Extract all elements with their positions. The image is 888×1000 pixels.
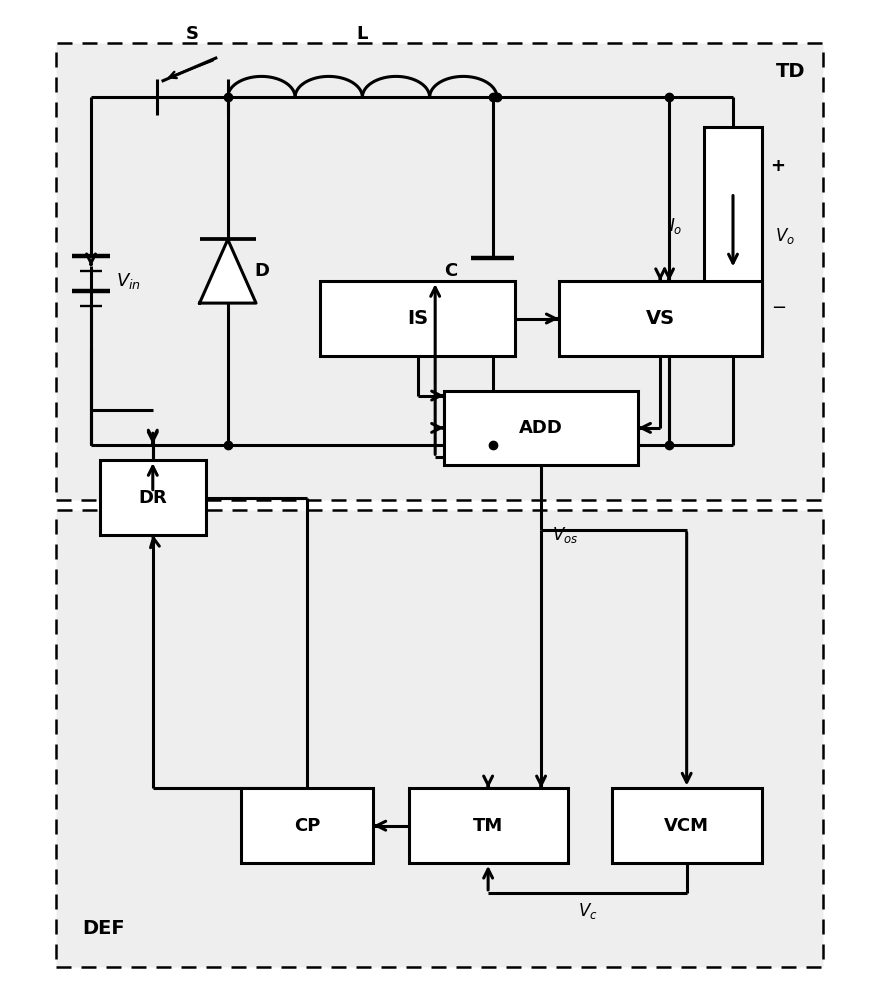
Text: L: L <box>357 25 368 43</box>
Bar <box>99 460 206 535</box>
Text: $I_o$: $I_o$ <box>669 216 682 236</box>
Text: $V_{os}$: $V_{os}$ <box>551 525 578 545</box>
Text: $-$: $-$ <box>771 297 786 315</box>
Text: ADD: ADD <box>519 419 563 437</box>
Text: S: S <box>186 25 199 43</box>
Bar <box>241 788 374 863</box>
Text: $V_{in}$: $V_{in}$ <box>115 271 140 291</box>
Text: VCM: VCM <box>664 817 710 835</box>
Text: TD: TD <box>776 62 805 81</box>
Text: +: + <box>771 157 786 175</box>
Bar <box>559 281 762 356</box>
Text: TM: TM <box>473 817 503 835</box>
FancyBboxPatch shape <box>56 43 823 500</box>
Bar <box>444 391 638 465</box>
FancyBboxPatch shape <box>56 510 823 967</box>
Bar <box>321 281 514 356</box>
Text: $V_c$: $V_c$ <box>577 901 598 921</box>
Polygon shape <box>200 239 256 303</box>
Bar <box>408 788 567 863</box>
Text: VS: VS <box>646 309 675 328</box>
Text: C: C <box>444 262 457 280</box>
Text: CP: CP <box>294 817 321 835</box>
Text: DR: DR <box>139 489 167 507</box>
Text: DEF: DEF <box>83 919 125 938</box>
Text: $V_o$: $V_o$ <box>775 226 795 246</box>
Bar <box>704 127 762 346</box>
Text: D: D <box>254 262 269 280</box>
Bar <box>612 788 762 863</box>
Text: IS: IS <box>407 309 428 328</box>
Bar <box>475 294 511 334</box>
